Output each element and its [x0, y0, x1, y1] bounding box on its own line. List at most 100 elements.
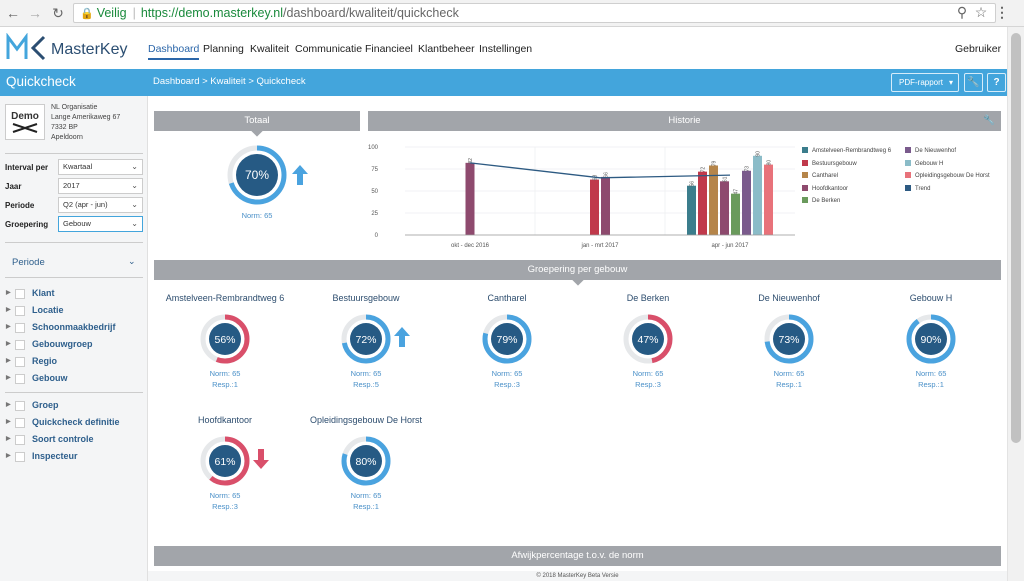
checkbox[interactable] — [15, 435, 25, 445]
caret-right-icon[interactable]: ▶ — [6, 324, 11, 330]
gauge-value: 73% — [778, 334, 799, 346]
legend-swatch — [802, 147, 808, 153]
top-navbar: MasterKey Dashboard Planning Kwaliteit C… — [0, 27, 1007, 69]
nav-kwaliteit[interactable]: Kwaliteit — [250, 43, 290, 55]
nav-financieel[interactable]: Financieel — [365, 43, 413, 55]
nav-instellingen[interactable]: Instellingen — [479, 43, 533, 55]
nav-planning[interactable]: Planning — [203, 43, 244, 55]
legend-item[interactable]: De Nieuwenhof — [905, 147, 956, 154]
checkbox[interactable] — [15, 340, 25, 350]
checkbox[interactable] — [15, 289, 25, 299]
legend-item[interactable]: Cantharel — [802, 172, 838, 179]
scrollbar-thumb[interactable] — [1011, 33, 1021, 443]
legend-item[interactable]: Gebouw H — [905, 159, 943, 167]
legend-swatch — [802, 172, 808, 178]
caret-right-icon[interactable]: ▶ — [6, 453, 11, 459]
building-resp: Resp.:5 — [353, 380, 379, 389]
legend-swatch — [802, 159, 808, 166]
building-resp: Resp.:1 — [353, 502, 379, 511]
periode-select[interactable]: Q2 (apr - jun) ⌄ — [58, 197, 143, 213]
building-name: Gebouw H — [909, 293, 953, 303]
caret-right-icon[interactable]: ▶ — [6, 419, 11, 425]
caret-right-icon[interactable]: ▶ — [6, 402, 11, 408]
legend-item[interactable]: De Berken — [802, 197, 840, 204]
chevron-down-icon: ⌄ — [131, 162, 138, 171]
breadcrumb[interactable]: Dashboard > Kwaliteit > Quickcheck — [153, 76, 306, 87]
gauge-value: 47% — [637, 334, 658, 346]
data-label: 56 — [690, 181, 696, 187]
brand-name: MasterKey — [51, 41, 127, 58]
data-label: 73 — [745, 166, 751, 172]
checkbox[interactable] — [15, 452, 25, 462]
nav-communicatie[interactable]: Communicatie — [295, 43, 363, 55]
checkbox[interactable] — [15, 323, 25, 333]
legend-item[interactable]: Bestuursgebouw — [802, 159, 857, 167]
legend-swatch — [802, 184, 808, 191]
data-label: 82 — [468, 158, 474, 164]
user-menu[interactable]: Gebruiker — [955, 43, 1002, 55]
help-button[interactable]: ? — [987, 73, 1006, 92]
caret-right-icon[interactable]: ▶ — [6, 375, 11, 381]
data-label: 47 — [734, 189, 740, 195]
gauge-center — [773, 323, 805, 355]
wrench-icon: 🔧 — [967, 77, 980, 88]
nav-dashboard[interactable]: Dashboard — [148, 43, 200, 60]
scrollbar[interactable] — [1007, 27, 1024, 581]
groepering-header: Groepering per gebouw — [154, 260, 1001, 286]
checkbox[interactable] — [15, 418, 25, 428]
y-tick-label: 50 — [371, 189, 378, 195]
caret-right-icon[interactable]: ▶ — [6, 307, 11, 313]
building-resp: Resp.:1 — [212, 380, 238, 389]
chart-bar — [764, 164, 773, 235]
address-bar[interactable]: 🔒 Veilig | https://demo.masterkey.nl/dashbo… — [73, 3, 996, 23]
building-norm: Norm: 65 — [491, 369, 523, 378]
chart-bar — [753, 155, 762, 235]
groepering-select[interactable]: Gebouw ⌄ — [58, 216, 143, 232]
checkbox[interactable] — [15, 401, 25, 411]
back-icon[interactable]: ← — [6, 5, 20, 21]
caret-right-icon[interactable]: ▶ — [6, 436, 11, 442]
legend-item[interactable]: Opleidingsgebouw De Horst — [905, 172, 990, 179]
building-resp: Resp.:3 — [212, 502, 238, 511]
building-gauge: 72% — [341, 314, 391, 364]
interval-select[interactable]: Kwartaal ⌄ — [58, 159, 143, 175]
pdf-report-dropdown[interactable]: PDF-rapport ▾ — [891, 73, 959, 92]
wrench-icon[interactable]: 🔧 — [983, 115, 995, 126]
caret-right-icon[interactable]: ▶ — [6, 358, 11, 364]
masterkey-logo[interactable]: MasterKey — [6, 33, 141, 63]
chevron-down-icon: ⌄ — [131, 181, 138, 190]
totaal-gauge: 70% — [227, 145, 287, 205]
building-resp: Resp.:3 — [494, 380, 520, 389]
building-name: De Berken — [626, 293, 670, 303]
legend-item[interactable]: Hoofdkantoor — [802, 184, 848, 192]
settings-button[interactable]: 🔧 — [964, 73, 983, 92]
periode-toggle[interactable]: Periode — [12, 257, 45, 268]
more-vert-icon[interactable]: ⋮ — [995, 4, 1009, 20]
arrow-up-icon — [394, 327, 410, 347]
legend-swatch — [905, 159, 911, 166]
checkbox[interactable] — [15, 306, 25, 316]
chart-bar — [687, 185, 696, 235]
legend-item[interactable]: Amstelveen-Rembrandtweg 6 — [802, 147, 891, 154]
star-icon[interactable]: ☆ — [974, 4, 988, 20]
reload-icon[interactable]: ↻ — [52, 5, 64, 21]
checkbox[interactable] — [15, 374, 25, 384]
forward-icon[interactable]: → — [28, 5, 42, 21]
caret-right-icon[interactable]: ▶ — [6, 290, 11, 296]
legend-swatch — [905, 147, 911, 153]
legend-swatch — [802, 197, 808, 203]
legend-item[interactable]: Trend — [905, 184, 930, 192]
checkbox[interactable] — [15, 357, 25, 367]
data-label: 90 — [756, 151, 762, 157]
totaal-header: Totaal — [154, 111, 360, 137]
building-resp: Resp.:1 — [776, 380, 802, 389]
caret-right-icon[interactable]: ▶ — [6, 341, 11, 347]
magnifier-icon[interactable]: ⚲ — [956, 4, 968, 20]
nav-klantbeheer[interactable]: Klantbeheer — [418, 43, 475, 55]
y-tick-label: 75 — [371, 167, 378, 173]
chart-bar — [709, 165, 718, 235]
chevron-down-icon[interactable]: ⌄ — [128, 256, 136, 266]
jaar-select[interactable]: 2017 ⌄ — [58, 178, 143, 194]
chart-bar — [720, 181, 729, 235]
org-name: NL Organisatie — [51, 104, 98, 111]
